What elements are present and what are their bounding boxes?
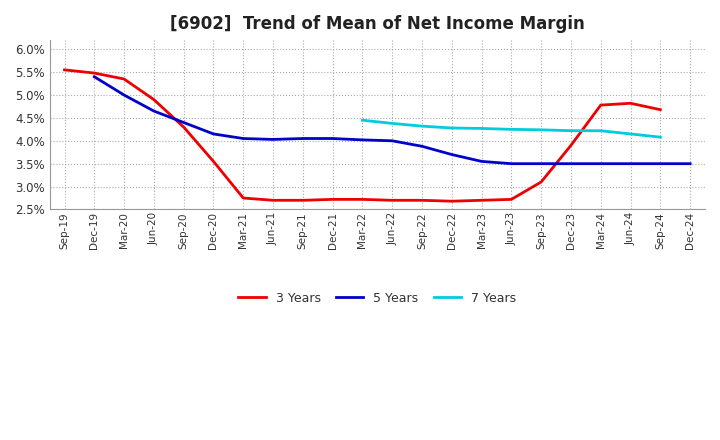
3 Years [626,101,635,106]
Title: [6902]  Trend of Mean of Net Income Margin: [6902] Trend of Mean of Net Income Margi… [170,15,585,33]
5 Years [418,143,426,149]
7 Years [507,127,516,132]
5 Years [239,136,248,141]
3 Years [537,180,546,185]
3 Years [239,195,248,201]
5 Years [299,136,307,141]
5 Years [388,138,397,143]
5 Years [507,161,516,166]
3 Years [299,198,307,203]
3 Years [209,159,217,164]
5 Years [656,161,665,166]
Line: 5 Years: 5 Years [94,77,690,164]
3 Years [358,197,366,202]
5 Years [90,74,99,79]
7 Years [388,121,397,126]
5 Years [447,152,456,157]
3 Years [477,198,486,203]
5 Years [150,108,158,114]
5 Years [685,161,694,166]
5 Years [537,161,546,166]
3 Years [120,77,128,82]
5 Years [626,161,635,166]
Line: 7 Years: 7 Years [362,120,660,137]
3 Years [418,198,426,203]
3 Years [90,70,99,76]
5 Years [179,120,188,125]
3 Years [328,197,337,202]
5 Years [209,131,217,136]
7 Years [358,117,366,123]
3 Years [567,143,575,148]
7 Years [418,124,426,129]
5 Years [328,136,337,141]
3 Years [596,103,605,108]
5 Years [477,159,486,164]
7 Years [656,135,665,140]
5 Years [269,137,277,142]
5 Years [358,137,366,143]
3 Years [150,97,158,102]
7 Years [626,131,635,136]
7 Years [596,128,605,133]
7 Years [447,125,456,131]
7 Years [567,128,575,133]
5 Years [596,161,605,166]
3 Years [179,125,188,130]
3 Years [60,67,69,73]
3 Years [656,107,665,112]
7 Years [537,127,546,132]
5 Years [120,92,128,98]
7 Years [477,126,486,131]
5 Years [567,161,575,166]
Legend: 3 Years, 5 Years, 7 Years: 3 Years, 5 Years, 7 Years [233,287,521,310]
3 Years [269,198,277,203]
Line: 3 Years: 3 Years [65,70,660,201]
3 Years [507,197,516,202]
3 Years [388,198,397,203]
3 Years [447,198,456,204]
